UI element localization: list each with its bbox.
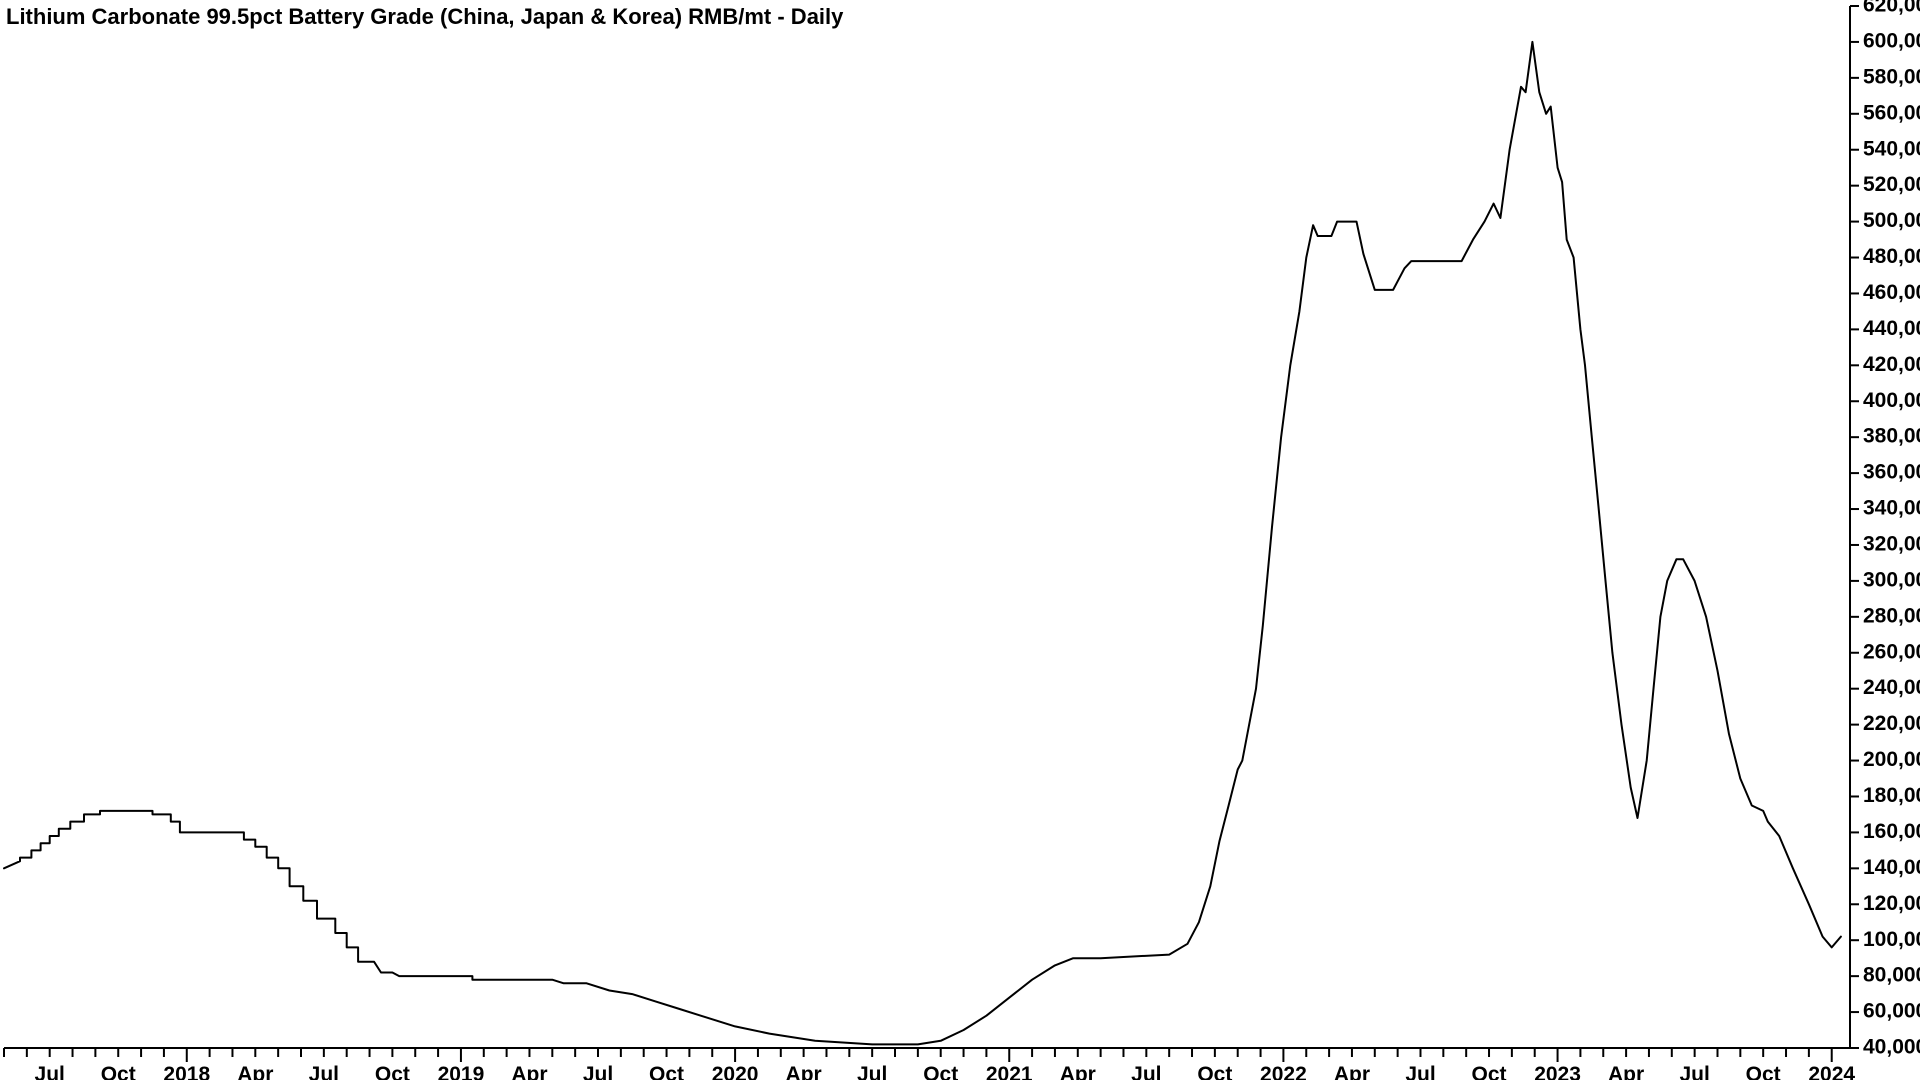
svg-text:2022: 2022 [1260, 1063, 1307, 1080]
svg-text:Apr: Apr [237, 1063, 273, 1080]
svg-text:2019: 2019 [438, 1063, 485, 1080]
svg-text:80,000: 80,000 [1863, 964, 1920, 987]
svg-text:Jul: Jul [857, 1063, 887, 1080]
svg-text:540,000: 540,000 [1863, 137, 1920, 160]
svg-text:400,000: 400,000 [1863, 389, 1920, 412]
svg-text:280,000: 280,000 [1863, 604, 1920, 627]
svg-text:2024: 2024 [1808, 1063, 1855, 1080]
svg-text:180,000: 180,000 [1863, 784, 1920, 807]
svg-text:520,000: 520,000 [1863, 173, 1920, 196]
svg-text:Apr: Apr [511, 1063, 547, 1080]
svg-text:Oct: Oct [1197, 1063, 1232, 1080]
svg-text:Apr: Apr [1334, 1063, 1370, 1080]
svg-text:Oct: Oct [1746, 1063, 1781, 1080]
svg-text:580,000: 580,000 [1863, 65, 1920, 88]
svg-text:560,000: 560,000 [1863, 101, 1920, 124]
svg-text:Jul: Jul [583, 1063, 613, 1080]
svg-text:100,000: 100,000 [1863, 928, 1920, 951]
svg-text:240,000: 240,000 [1863, 676, 1920, 699]
svg-text:2023: 2023 [1534, 1063, 1581, 1080]
svg-text:Apr: Apr [786, 1063, 822, 1080]
svg-text:500,000: 500,000 [1863, 209, 1920, 232]
svg-text:Oct: Oct [649, 1063, 684, 1080]
svg-text:320,000: 320,000 [1863, 533, 1920, 556]
svg-text:220,000: 220,000 [1863, 712, 1920, 735]
svg-text:2021: 2021 [986, 1063, 1033, 1080]
svg-text:600,000: 600,000 [1863, 29, 1920, 52]
svg-text:460,000: 460,000 [1863, 281, 1920, 304]
svg-text:140,000: 140,000 [1863, 856, 1920, 879]
svg-text:200,000: 200,000 [1863, 748, 1920, 771]
svg-text:120,000: 120,000 [1863, 892, 1920, 915]
svg-text:Apr: Apr [1060, 1063, 1096, 1080]
svg-text:340,000: 340,000 [1863, 497, 1920, 520]
svg-text:Oct: Oct [375, 1063, 410, 1080]
svg-text:Jul: Jul [1405, 1063, 1435, 1080]
chart-container: Lithium Carbonate 99.5pct Battery Grade … [0, 0, 1920, 1080]
svg-text:480,000: 480,000 [1863, 245, 1920, 268]
svg-text:Jul: Jul [309, 1063, 339, 1080]
svg-text:300,000: 300,000 [1863, 568, 1920, 591]
svg-text:2018: 2018 [163, 1063, 210, 1080]
svg-text:Jul: Jul [1679, 1063, 1709, 1080]
svg-text:Oct: Oct [101, 1063, 136, 1080]
svg-text:420,000: 420,000 [1863, 353, 1920, 376]
svg-text:Jul: Jul [35, 1063, 65, 1080]
svg-text:60,000: 60,000 [1863, 1000, 1920, 1023]
svg-text:Jul: Jul [1131, 1063, 1161, 1080]
svg-text:380,000: 380,000 [1863, 425, 1920, 448]
svg-text:Oct: Oct [1472, 1063, 1507, 1080]
svg-text:40,000: 40,000 [1863, 1036, 1920, 1059]
svg-text:Oct: Oct [923, 1063, 958, 1080]
svg-text:260,000: 260,000 [1863, 640, 1920, 663]
svg-text:2020: 2020 [712, 1063, 759, 1080]
chart-title: Lithium Carbonate 99.5pct Battery Grade … [6, 4, 843, 30]
svg-text:160,000: 160,000 [1863, 820, 1920, 843]
price-line [4, 42, 1841, 1045]
svg-text:620,000: 620,000 [1863, 0, 1920, 17]
svg-text:Apr: Apr [1608, 1063, 1644, 1080]
svg-text:440,000: 440,000 [1863, 317, 1920, 340]
chart-svg: 40,000 60,000 80,000 100,000 120,000 140,000 1… [0, 0, 1920, 1080]
svg-text:360,000: 360,000 [1863, 461, 1920, 484]
